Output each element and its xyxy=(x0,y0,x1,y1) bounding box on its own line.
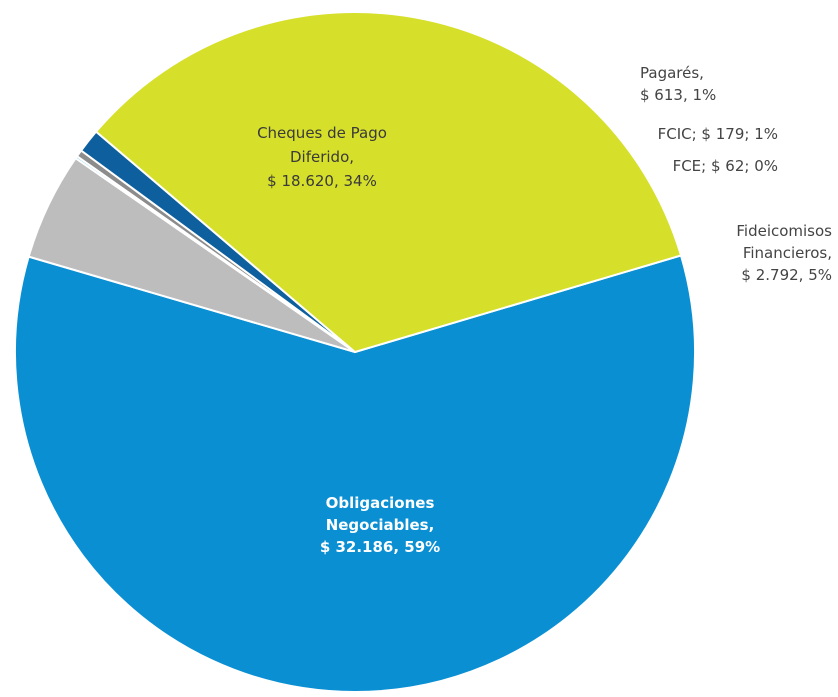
slice-label-line: Obligaciones xyxy=(326,494,435,512)
pie-slices xyxy=(14,11,696,693)
slice-label-line: $ 613, 1% xyxy=(640,86,716,104)
slice-label-line: Pagarés, xyxy=(640,64,704,82)
slice-label-obligaciones-negociables: Obligaciones Negociables, $ 32.186, 59% xyxy=(320,494,440,556)
slice-label-fcic: FCIC; $ 179; 1% xyxy=(658,125,778,143)
slice-label-line: Fideicomisos xyxy=(736,222,832,240)
slice-label-line: Diferido, xyxy=(290,148,354,166)
slice-label-line: Financieros, xyxy=(743,244,832,262)
slice-label-line: Cheques de Pago xyxy=(257,124,387,142)
slice-label-line: FCIC; $ 179; 1% xyxy=(658,125,778,143)
slice-label-fce: FCE; $ 62; 0% xyxy=(673,157,778,175)
slice-label-line: $ 2.792, 5% xyxy=(741,266,832,284)
slice-label-cheques-de-pago-diferido: Cheques de Pago Diferido, $ 18.620, 34% xyxy=(257,124,387,190)
slice-label-line: $ 18.620, 34% xyxy=(267,172,377,190)
pie-labels: Obligaciones Negociables, $ 32.186, 59% Fid… xyxy=(257,64,832,556)
slice-label-line: FCE; $ 62; 0% xyxy=(673,157,778,175)
slice-label-line: $ 32.186, 59% xyxy=(320,538,440,556)
slice-label-pagar-s: Pagarés, $ 613, 1% xyxy=(640,64,716,104)
slice-label-line: Negociables, xyxy=(326,516,435,534)
slice-label-fideicomisos-financieros: Fideicomisos Financieros, $ 2.792, 5% xyxy=(736,222,832,284)
pie-slice-cheques-de-pago-diferido xyxy=(94,11,683,354)
pie-slice-obligaciones-negociables xyxy=(14,254,696,693)
